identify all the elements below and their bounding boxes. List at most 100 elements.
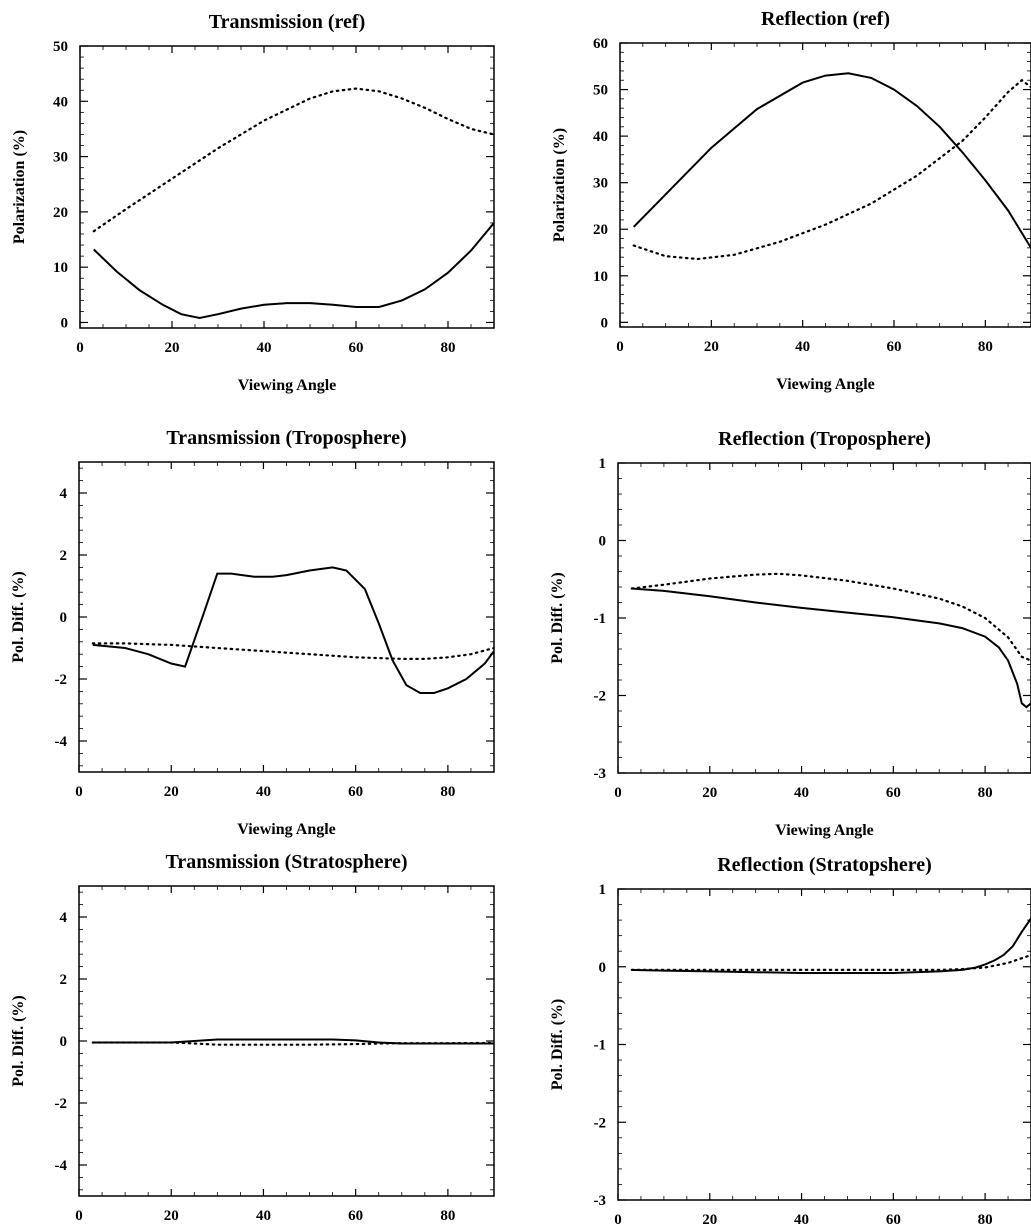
rf-ref-y-tick-label: 50 [593, 83, 608, 99]
rf-strat-series-solid [631, 917, 1031, 974]
tr-trop-series-dotted [91, 642, 494, 661]
tr-ref-y-tick-label: 0 [61, 315, 69, 331]
rf-trop-y-tick-label: 0 [599, 534, 607, 550]
tr-ref-y-tick-label: 10 [53, 260, 68, 276]
rf-trop-y-tick-label: -1 [594, 611, 607, 627]
rf-trop-series-solid [631, 587, 1031, 709]
rf-ref-x-tick-label: 60 [887, 339, 902, 355]
rf-strat-panel: Reflection (Stratopshere) 0 20 40 60 80 -3 -2 -1… [549, 854, 1031, 1228]
rf-ref-y-tick-label: 20 [593, 222, 608, 238]
tr-strat-x-tick-label: 0 [75, 1208, 83, 1224]
tr-trop-y-tick-label: 4 [60, 486, 68, 502]
rf-trop-y-tick-label: 1 [599, 456, 607, 472]
rf-trop-x-tick-label: 20 [702, 785, 717, 801]
rf-trop-plot-frame [617, 462, 1031, 774]
rf-strat-y-axis-label: Pol. Diff. (%) [549, 999, 566, 1091]
tr-ref-panel: Transmission (ref) 0 20 40 60 80 0 10 20 30 40 50 Vi… [11, 11, 495, 394]
rf-strat-y-tick-label: -3 [594, 1193, 607, 1209]
rf-trop-title: Reflection (Troposphere) [718, 428, 931, 450]
tr-trop-y-tick-label: -4 [55, 734, 68, 750]
rf-strat-y-tick-label: 0 [599, 960, 607, 976]
tr-strat-x-tick-label: 20 [164, 1208, 179, 1224]
rf-trop-x-tick-label: 60 [886, 785, 901, 801]
tr-trop-x-axis-label: Viewing Angle [237, 821, 336, 838]
rf-trop-y-tick-label: -3 [594, 766, 607, 782]
tr-strat-y-tick-label: 4 [60, 910, 68, 926]
tr-ref-y-tick-label: 30 [53, 150, 68, 166]
tr-ref-plot-frame [79, 45, 495, 329]
rf-strat-x-tick-label: 0 [614, 1212, 622, 1228]
tr-ref-x-tick-label: 40 [257, 340, 272, 356]
tr-trop-x-tick-label: 80 [440, 784, 455, 800]
tr-trop-y-tick-label: 0 [60, 610, 68, 626]
tr-trop-y-tick-label: 2 [60, 548, 68, 564]
tr-ref-title: Transmission (ref) [209, 11, 365, 33]
tr-strat-x-tick-label: 80 [440, 1208, 455, 1224]
tr-strat-y-tick-label: 2 [60, 972, 68, 988]
tr-ref-x-tick-label: 0 [76, 340, 84, 356]
rf-trop-x-axis-label: Viewing Angle [775, 822, 874, 839]
tr-strat-series-dotted [91, 1041, 494, 1046]
rf-strat-title: Reflection (Stratopshere) [717, 854, 932, 876]
rf-ref-x-tick-label: 40 [795, 339, 810, 355]
tr-strat-x-tick-label: 60 [348, 1208, 363, 1224]
rf-trop-y-tick-label: -2 [594, 689, 607, 705]
rf-trop-series-dotted [630, 572, 1031, 662]
rf-ref-y-tick-label: 30 [593, 176, 608, 192]
tr-strat-y-axis-label: Pol. Diff. (%) [10, 995, 27, 1087]
rf-ref-y-tick-label: 0 [601, 315, 609, 331]
rf-ref-x-axis-label: Viewing Angle [776, 376, 875, 393]
tr-ref-y-tick-label: 20 [53, 205, 68, 221]
rf-ref-title: Reflection (ref) [761, 8, 890, 30]
rf-strat-y-tick-label: -2 [594, 1115, 607, 1131]
tr-trop-series-solid [92, 566, 494, 694]
tr-strat-y-tick-label: -4 [55, 1158, 68, 1174]
tr-strat-plot-frame [78, 885, 495, 1197]
rf-trop-x-tick-label: 40 [794, 785, 809, 801]
tr-trop-title: Transmission (Troposphere) [166, 427, 406, 449]
tr-trop-plot-frame [78, 461, 495, 773]
tr-trop-x-tick-label: 40 [256, 784, 271, 800]
rf-ref-y-tick-label: 60 [593, 36, 608, 52]
tr-strat-title: Transmission (Stratosphere) [165, 851, 407, 873]
rf-trop-y-axis-label: Pol. Diff. (%) [549, 572, 566, 664]
tr-trop-y-tick-label: -2 [55, 672, 68, 688]
rf-trop-x-tick-label: 0 [614, 785, 622, 801]
tr-strat-x-tick-label: 40 [256, 1208, 271, 1224]
rf-strat-x-tick-label: 40 [794, 1212, 809, 1228]
rf-ref-y-tick-label: 10 [593, 269, 608, 285]
tr-ref-y-tick-label: 50 [53, 39, 68, 55]
tr-trop-x-tick-label: 0 [75, 784, 83, 800]
rf-ref-y-axis-label: Polarization (%) [551, 128, 568, 242]
tr-ref-series-dotted [92, 87, 494, 233]
rf-strat-plot-frame [617, 888, 1031, 1201]
rf-ref-plot-frame [619, 42, 1031, 328]
tr-ref-x-tick-label: 60 [349, 340, 364, 356]
tr-strat-panel: Transmission (Stratosphere)0 20 40 60 80-4-2… [10, 851, 495, 1224]
rf-ref-series-dotted [632, 78, 1031, 261]
rf-ref-x-tick-label: 0 [616, 339, 624, 355]
tr-trop-x-tick-label: 60 [348, 784, 363, 800]
rf-strat-x-tick-label: 60 [886, 1212, 901, 1228]
tr-ref-y-tick-label: 40 [53, 94, 68, 110]
tr-trop-y-axis-label: Pol. Diff. (%) [10, 571, 27, 663]
rf-ref-y-tick-label: 40 [593, 129, 608, 145]
rf-strat-x-tick-label: 80 [978, 1212, 993, 1228]
rf-ref-x-tick-label: 80 [978, 339, 993, 355]
rf-ref-x-tick-label: 20 [704, 339, 719, 355]
rf-ref-panel: Reflection (ref) 0 20 40 60 80 0 10 20 30 40 50 60 Vi… [551, 8, 1031, 393]
rf-strat-y-tick-label: 1 [599, 882, 607, 898]
tr-ref-x-tick-label: 20 [165, 340, 180, 356]
rf-strat-x-tick-label: 20 [702, 1212, 717, 1228]
tr-ref-x-axis-label: Viewing Angle [238, 377, 337, 394]
rf-ref-series-solid [632, 72, 1031, 249]
tr-strat-y-tick-label: -2 [55, 1096, 68, 1112]
rf-strat-y-tick-label: -1 [594, 1038, 607, 1054]
tr-ref-y-axis-label: Polarization (%) [11, 130, 28, 244]
rf-trop-panel: Reflection (Troposphere) 0 20 40 60 80 -3 -2 -1 0… [549, 428, 1031, 839]
tr-ref-series-solid [93, 222, 494, 320]
rf-trop-x-tick-label: 80 [978, 785, 993, 801]
tr-ref-x-tick-label: 80 [441, 340, 456, 356]
tr-strat-y-tick-label: 0 [60, 1034, 68, 1050]
